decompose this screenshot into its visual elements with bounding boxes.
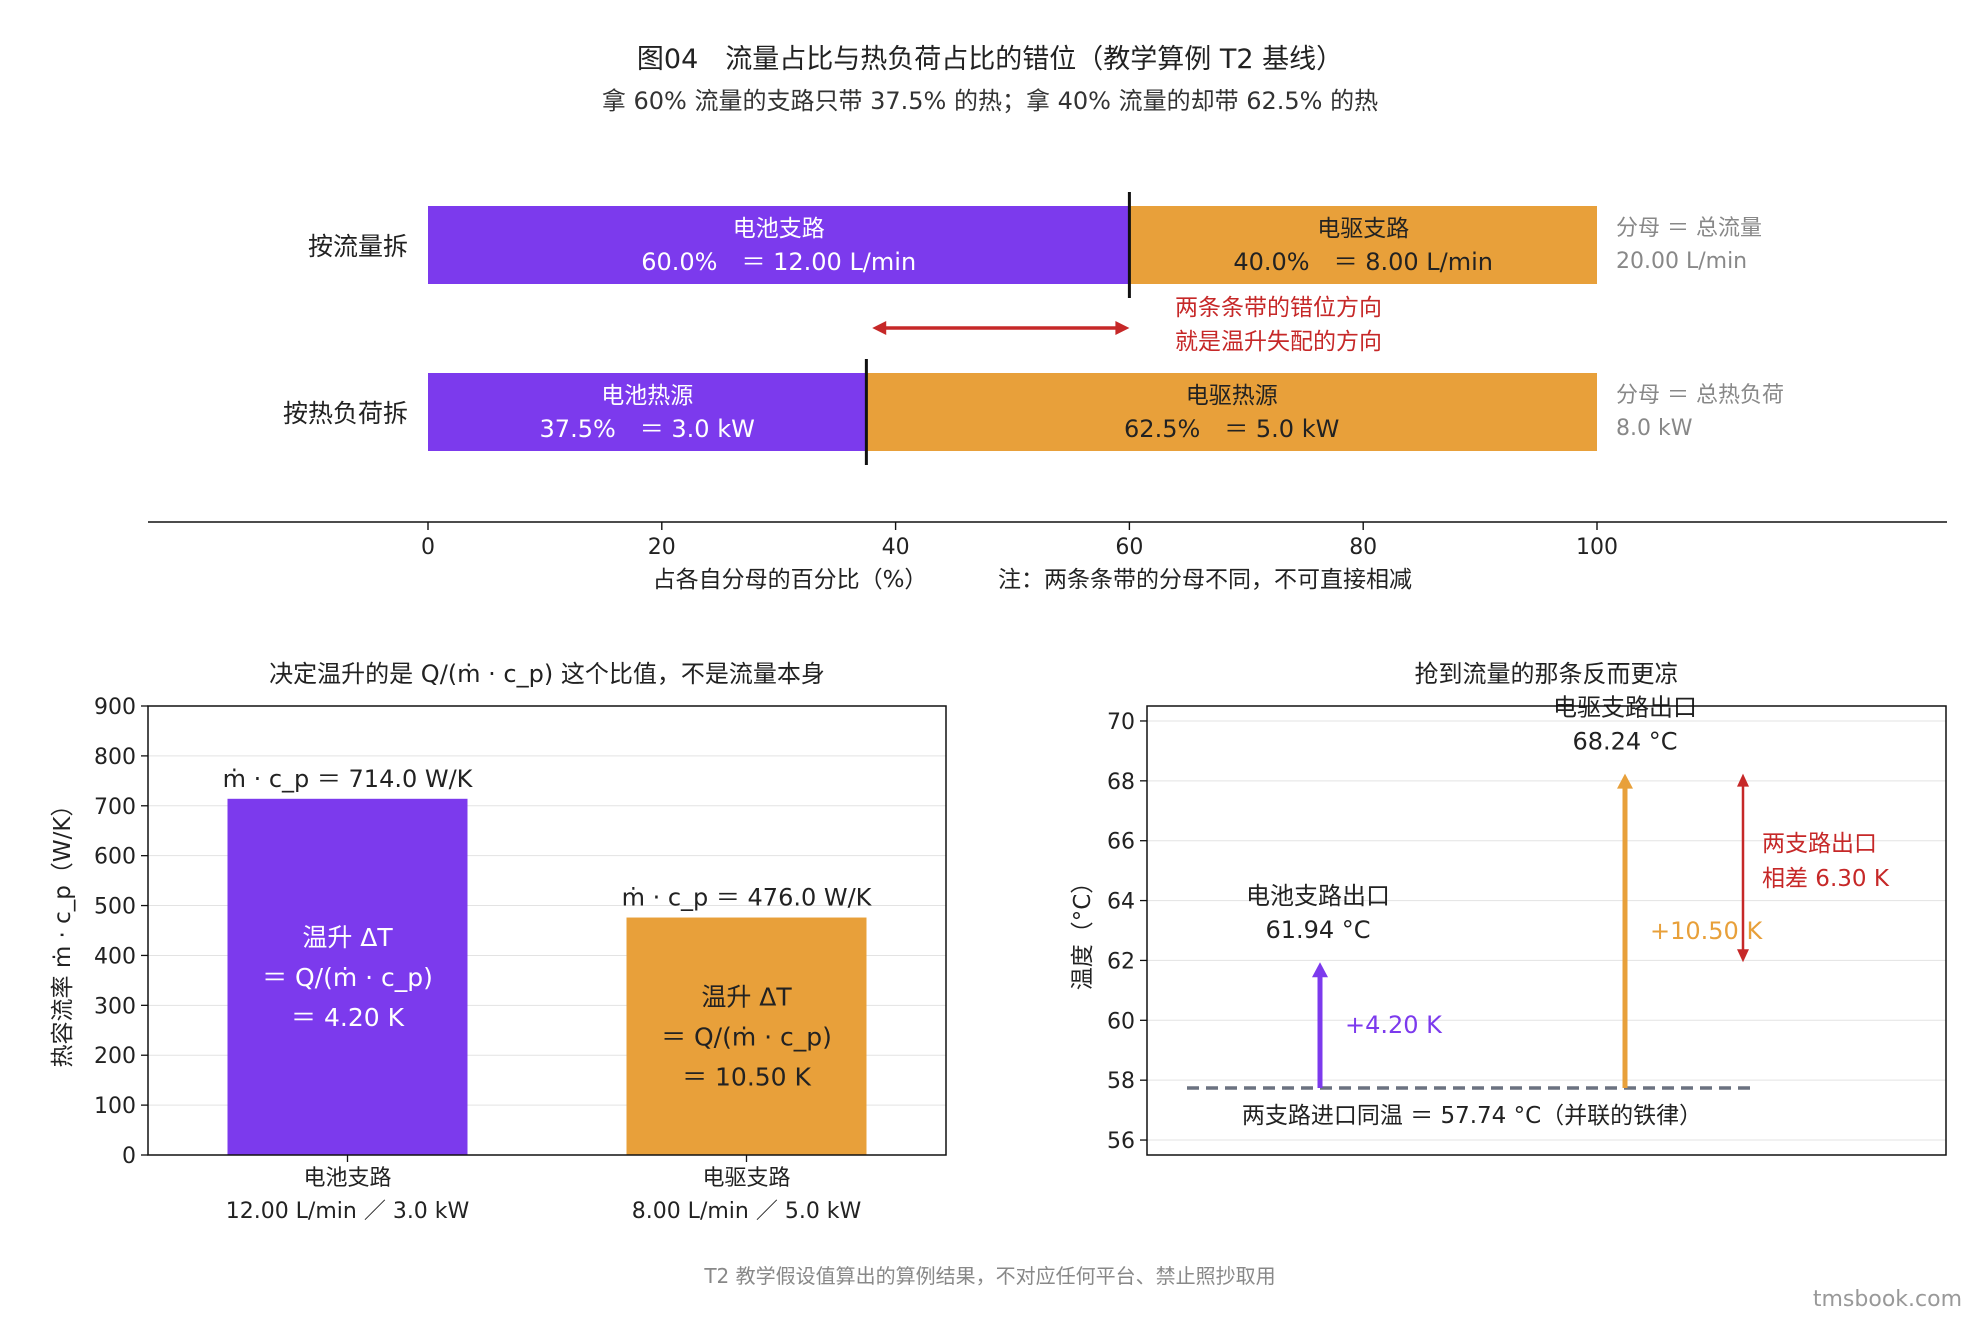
row-label: 按流量拆 bbox=[308, 232, 408, 261]
temperature-rise-arrow-head bbox=[1617, 773, 1633, 789]
x-tick-label: 60 bbox=[1115, 535, 1143, 560]
segment-name: 电池热源 bbox=[601, 383, 693, 409]
mismatch-annotation: 两条条带的错位方向 bbox=[1175, 295, 1382, 321]
x-category-label: 电池支路 bbox=[303, 1166, 391, 1191]
bar-segment bbox=[866, 373, 1597, 451]
x-axis-label: 占各自分母的百分比（%） bbox=[653, 567, 928, 593]
x-tick-label: 20 bbox=[648, 535, 676, 560]
y-tick-label: 300 bbox=[94, 994, 136, 1019]
bar-segment bbox=[428, 206, 1130, 284]
bar bbox=[227, 798, 468, 1155]
segment-value-label: 62.5% ＝ 5.0 kW bbox=[1124, 415, 1339, 443]
denominator-value: 8.0 kW bbox=[1616, 416, 1693, 441]
watermark: tmsbook.com bbox=[1813, 1287, 1962, 1312]
x-category-label: 电驱支路 bbox=[702, 1166, 790, 1191]
bar-inner-label: ＝ Q/(ṁ · c_p) bbox=[661, 1022, 832, 1051]
y-tick-label: 66 bbox=[1107, 830, 1135, 855]
difference-label: 相差 6.30 K bbox=[1762, 866, 1890, 892]
bar-value-label: ṁ · c_p ＝ 476.0 W/K bbox=[622, 884, 873, 912]
outlet-label: 电驱支路出口 bbox=[1553, 694, 1697, 722]
x-category-sublabel: 8.00 L/min ／ 5.0 kW bbox=[632, 1199, 862, 1224]
denominator-value: 20.00 L/min bbox=[1616, 249, 1747, 274]
y-tick-label: 900 bbox=[94, 695, 136, 720]
inlet-label: 两支路进口同温 ＝ 57.74 °C（并联的铁律） bbox=[1242, 1103, 1702, 1129]
y-tick-label: 68 bbox=[1107, 770, 1135, 795]
difference-arrow-head-bottom bbox=[1737, 949, 1749, 963]
segment-value-label: 37.5% ＝ 3.0 kW bbox=[540, 415, 755, 443]
x-tick-label: 80 bbox=[1349, 535, 1377, 560]
delta-label: +10.50 K bbox=[1650, 917, 1763, 945]
outlet-temperature: 68.24 °C bbox=[1572, 728, 1677, 756]
figure-subtitle: 拿 60% 流量的支路只带 37.5% 的热；拿 40% 流量的却带 62.5%… bbox=[602, 87, 1378, 115]
footnote: T2 教学假设值算出的算例结果，不对应任何平台、禁止照抄取用 bbox=[703, 1264, 1275, 1288]
split-bar-chart: 按流量拆 电池支路 60.0% ＝ 12.00 L/min 电驱支路 40.0% ＝ 8… bbox=[148, 192, 1947, 593]
y-tick-label: 400 bbox=[94, 944, 136, 969]
y-tick-label: 60 bbox=[1107, 1009, 1135, 1034]
bar-segment bbox=[1129, 206, 1597, 284]
bar-inner-label: 温升 ΔT bbox=[701, 982, 792, 1011]
outlet-temperature: 61.94 °C bbox=[1265, 916, 1370, 944]
temperature-rise-arrow-head bbox=[1312, 962, 1328, 978]
denominator-label: 分母 ＝ 总热负荷 bbox=[1616, 383, 1784, 408]
panel-title: 抢到流量的那条反而更凉 bbox=[1415, 660, 1679, 688]
y-tick-label: 500 bbox=[94, 895, 136, 920]
x-axis-note: 注：两条条带的分母不同，不可直接相减 bbox=[998, 567, 1412, 593]
x-category-sublabel: 12.00 L/min ／ 3.0 kW bbox=[226, 1199, 470, 1224]
segment-name: 电驱支路 bbox=[1317, 216, 1409, 242]
x-tick-label: 0 bbox=[421, 535, 435, 560]
bar-inner-label: ＝ 10.50 K bbox=[682, 1062, 811, 1091]
y-tick-label: 64 bbox=[1107, 890, 1135, 915]
delta-label: +4.20 K bbox=[1345, 1011, 1443, 1039]
difference-arrow-head-top bbox=[1737, 773, 1749, 787]
temperature-chart: 抢到流量的那条反而更凉 56 58 60 62 64 66 68 70 温度（°C） 两支路进口同温… bbox=[1070, 660, 1947, 1156]
y-tick-label: 0 bbox=[122, 1144, 136, 1169]
y-axis-label: 温度（°C） bbox=[1070, 871, 1096, 991]
x-tick-label: 100 bbox=[1576, 535, 1618, 560]
y-tick-label: 58 bbox=[1107, 1069, 1135, 1094]
y-tick-label: 800 bbox=[94, 745, 136, 770]
y-tick-label: 70 bbox=[1107, 710, 1135, 735]
bar bbox=[626, 917, 867, 1155]
y-axis-label: 热容流率 ṁ · c_p（W/K） bbox=[50, 794, 76, 1068]
bar-inner-label: ＝ Q/(ṁ · c_p) bbox=[262, 963, 433, 992]
segment-name: 电池支路 bbox=[733, 216, 825, 242]
y-tick-label: 62 bbox=[1107, 949, 1135, 974]
denominator-label: 分母 ＝ 总流量 bbox=[1616, 216, 1762, 241]
plot-frame bbox=[147, 705, 947, 1156]
bar-inner-label: ＝ 4.20 K bbox=[291, 1003, 405, 1032]
panel-title: 决定温升的是 Q/(ṁ · c_p) 这个比值，不是流量本身 bbox=[269, 660, 825, 688]
segment-value-label: 60.0% ＝ 12.00 L/min bbox=[641, 248, 916, 276]
outlet-label: 电池支路出口 bbox=[1246, 882, 1390, 910]
y-tick-label: 100 bbox=[94, 1094, 136, 1119]
mismatch-arrow-head-right bbox=[1115, 321, 1130, 335]
y-tick-label: 56 bbox=[1107, 1129, 1135, 1154]
x-tick-label: 40 bbox=[882, 535, 910, 560]
bar-segment bbox=[428, 373, 867, 451]
mismatch-annotation: 就是温升失配的方向 bbox=[1175, 329, 1382, 355]
segment-name: 电驱热源 bbox=[1186, 383, 1278, 409]
bar-inner-label: 温升 ΔT bbox=[302, 923, 393, 952]
y-tick-label: 200 bbox=[94, 1044, 136, 1069]
figure-title: 图04 流量占比与热负荷占比的错位（教学算例 T2 基线） bbox=[637, 44, 1343, 75]
segment-value-label: 40.0% ＝ 8.00 L/min bbox=[1233, 248, 1493, 276]
plot-frame bbox=[1146, 705, 1947, 1156]
row-label: 按热负荷拆 bbox=[283, 399, 408, 428]
difference-label: 两支路出口 bbox=[1762, 831, 1877, 857]
mismatch-arrow-head-left bbox=[872, 321, 887, 335]
y-tick-label: 700 bbox=[94, 795, 136, 820]
bar-value-label: ṁ · c_p ＝ 714.0 W/K bbox=[223, 765, 474, 793]
y-tick-label: 600 bbox=[94, 845, 136, 870]
heat-capacity-bar-chart: 决定温升的是 Q/(ṁ · c_p) 这个比值，不是流量本身 0 100 200 300… bbox=[50, 660, 947, 1224]
